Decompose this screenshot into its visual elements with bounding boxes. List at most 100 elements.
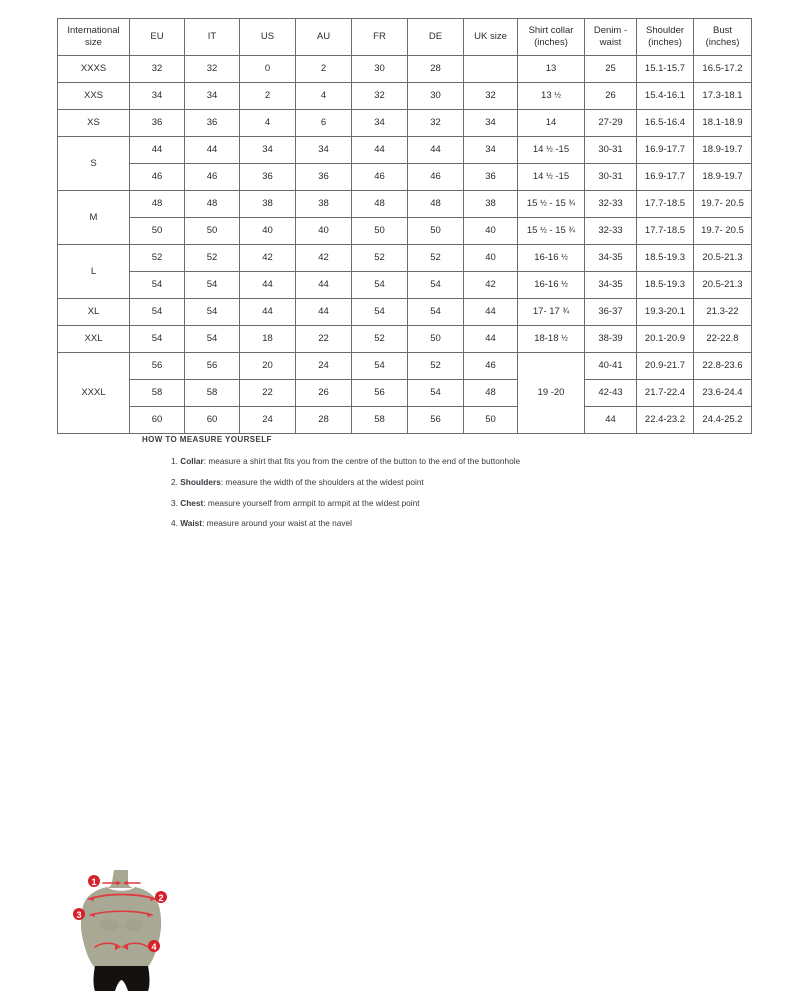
cell-au: 42 <box>295 244 352 272</box>
cell-uk-size: 36 <box>463 163 518 191</box>
cell-uk-size: 44 <box>463 298 518 326</box>
table-body: XXXS 32 32 0 2 30 28 13 25 15.1-15.7 16.5-17.2 XXS 3… <box>57 55 752 434</box>
figure-marker-2: 2 <box>155 891 167 903</box>
cell-denim-waist: 34-35 <box>584 271 637 299</box>
cell-shirt-collar: 14 ½ -15 <box>517 136 585 164</box>
measure-instruction-term: Waist <box>180 518 203 529</box>
measure-instruction-term: Shoulders <box>180 476 221 487</box>
cell-au: 40 <box>295 217 352 245</box>
cell-eu: 54 <box>129 325 185 353</box>
cell-au: 22 <box>295 325 352 353</box>
column-header-us: US <box>239 18 296 56</box>
cell-eu: 48 <box>129 190 185 218</box>
cell-us: 34 <box>239 136 296 164</box>
cell-eu: 56 <box>129 352 185 380</box>
column-header-bust: Bust (inches) <box>693 18 752 56</box>
cell-de: 50 <box>407 325 464 353</box>
table-row: XXL 54 54 18 22 52 50 44 18-18 ½ 38-39 20.1-20.9 22… <box>57 325 752 353</box>
cell-de: 54 <box>407 298 464 326</box>
cell-de: 46 <box>407 163 464 191</box>
cell-de: 54 <box>407 271 464 299</box>
cell-eu: 46 <box>129 163 185 191</box>
cell-it: 54 <box>184 298 240 326</box>
table-row: 54 54 44 44 54 54 42 16-16 ½ 34-35 18.5-19.3 20.5-… <box>58 271 752 299</box>
column-header-denim-waist: Denim - waist <box>584 18 637 56</box>
torso-measurement-illustration: 1 2 3 4 <box>62 868 182 991</box>
table-row: XS 36 36 4 6 34 32 34 14 27-29 16.5-16.4 18.1-18.9 <box>57 109 752 137</box>
cell-it: 52 <box>184 244 240 272</box>
cell-au: 2 <box>295 55 352 83</box>
cell-eu: 44 <box>129 136 185 164</box>
cell-us: 22 <box>239 379 296 407</box>
cell-shoulder: 21.7-22.4 <box>636 379 694 407</box>
cell-shoulder: 18.5-19.3 <box>636 244 694 272</box>
how-to-measure-section: HOW TO MEASURE YOURSELF <box>0 425 787 991</box>
cell-it: 36 <box>184 109 240 137</box>
cell-us: 40 <box>239 217 296 245</box>
cell-international-size: XXXS <box>57 55 130 83</box>
figure-marker-1: 1 <box>88 875 100 887</box>
measure-instruction-text: : measure around your waist at the navel <box>202 518 352 529</box>
cell-us: 38 <box>239 190 296 218</box>
cell-bust: 19.7- 20.5 <box>693 217 752 245</box>
table-row: XL 54 54 44 44 54 54 44 17- 17 ¾ 36-37 19.3-20.1 21… <box>57 298 752 326</box>
measure-instruction-text: : measure yourself from armpit to armpit… <box>203 497 420 508</box>
cell-fr: 44 <box>351 136 408 164</box>
table-row: 50 50 40 40 50 50 40 15 ½ - 15 ¾ 32-33 17.7-18.5 1… <box>58 217 752 245</box>
cell-eu: 32 <box>129 55 185 83</box>
cell-shirt-collar: 16-16 ½ <box>517 244 585 272</box>
cell-international-size: L <box>57 244 130 299</box>
cell-us: 44 <box>239 271 296 299</box>
table-row: M 48 48 38 38 48 48 38 15 ½ - 15 ¾ 32-33 17.7-18.5… <box>57 190 752 245</box>
cell-denim-waist: 30-31 <box>584 136 637 164</box>
size-chart-table-container: International size EU IT US AU FR DE UK … <box>57 18 752 434</box>
cell-fr: 34 <box>351 109 408 137</box>
cell-eu: 54 <box>129 298 185 326</box>
measure-instruction-2: 2. Shoulders: measure the width of the s… <box>171 478 731 486</box>
cell-fr: 56 <box>351 379 408 407</box>
column-header-shirt-collar: Shirt collar (inches) <box>517 18 585 56</box>
cell-shirt-collar: 13 <box>517 55 585 83</box>
cell-uk-size: 40 <box>463 244 518 272</box>
cell-shoulder: 20.9-21.7 <box>636 352 694 380</box>
measure-instruction-number: 2. <box>171 476 178 487</box>
cell-shirt-collar: 14 ½ -15 <box>517 163 585 191</box>
cell-uk-size: 34 <box>463 109 518 137</box>
cell-fr: 32 <box>351 82 408 110</box>
cell-us: 24 <box>239 406 296 434</box>
cell-uk-size: 48 <box>463 379 518 407</box>
cell-it: 50 <box>184 217 240 245</box>
cell-shoulder: 16.9-17.7 <box>636 163 694 191</box>
table-header-row: International size EU IT US AU FR DE UK … <box>57 18 752 56</box>
cell-uk-size: 40 <box>463 217 518 245</box>
cell-bust: 18.1-18.9 <box>693 109 752 137</box>
measure-instruction-text: : measure a shirt that fits you from the… <box>203 456 521 466</box>
cell-international-size: XXL <box>57 325 130 353</box>
cell-denim-waist: 44 <box>584 406 637 434</box>
cell-it: 56 <box>184 352 240 380</box>
size-chart-table: International size EU IT US AU FR DE UK … <box>57 18 752 434</box>
how-to-measure-heading: HOW TO MEASURE YOURSELF <box>142 435 272 444</box>
cell-shoulder: 15.4-16.1 <box>636 82 694 110</box>
cell-bust: 18.9-19.7 <box>693 136 752 164</box>
cell-fr: 52 <box>351 325 408 353</box>
cell-denim-waist: 36-37 <box>584 298 637 326</box>
cell-shoulder: 20.1-20.9 <box>636 325 694 353</box>
cell-eu: 60 <box>129 406 185 434</box>
cell-fr: 52 <box>351 244 408 272</box>
column-header-de: DE <box>407 18 464 56</box>
table-row: 60 60 24 28 58 56 50 44 22.4-23.2 24.4-25.2 <box>58 406 752 434</box>
cell-shirt-collar: 14 <box>517 109 585 137</box>
column-header-it: IT <box>184 18 240 56</box>
measure-instruction-number: 1. <box>171 456 178 466</box>
cell-shoulder: 15.1-15.7 <box>636 55 694 83</box>
cell-au: 28 <box>295 406 352 434</box>
cell-shirt-collar: 15 ½ - 15 ¾ <box>517 217 585 245</box>
cell-fr: 54 <box>351 271 408 299</box>
cell-au: 38 <box>295 190 352 218</box>
cell-uk-size: 44 <box>463 325 518 353</box>
cell-shoulder: 17.7-18.5 <box>636 190 694 218</box>
cell-it: 46 <box>184 163 240 191</box>
cell-denim-waist: 27-29 <box>584 109 637 137</box>
svg-text:1: 1 <box>91 877 96 887</box>
